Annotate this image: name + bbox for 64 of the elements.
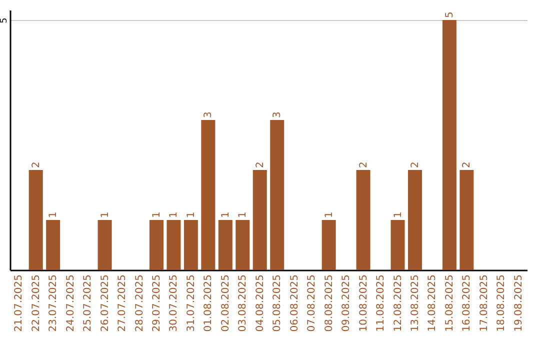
x-tick-label: 24.07.2025 bbox=[65, 274, 76, 332]
x-tick-label: 06.08.2025 bbox=[289, 274, 300, 332]
data-label: 2 bbox=[30, 162, 42, 168]
data-label: 2 bbox=[358, 162, 370, 168]
data-label: 1 bbox=[151, 212, 162, 218]
bar bbox=[356, 170, 370, 270]
x-tick-label: 30.07.2025 bbox=[168, 274, 180, 332]
x-tick-label: 08.08.2025 bbox=[324, 274, 335, 332]
x-tick-label: 26.07.2025 bbox=[100, 274, 111, 332]
bar bbox=[218, 220, 232, 270]
bar bbox=[460, 170, 474, 270]
data-label: 2 bbox=[254, 162, 266, 168]
data-label: 1 bbox=[392, 212, 404, 218]
x-tick-label: 03.08.2025 bbox=[238, 274, 249, 332]
x-tick-label: 25.07.2025 bbox=[82, 274, 94, 332]
bar bbox=[28, 170, 43, 270]
data-label: 3 bbox=[272, 112, 284, 118]
x-tick-label: 18.08.2025 bbox=[496, 274, 508, 332]
x-tick-label: 04.08.2025 bbox=[254, 274, 266, 332]
data-label: 2 bbox=[462, 162, 473, 168]
bar bbox=[270, 120, 284, 270]
bar bbox=[184, 220, 198, 270]
data-label: 1 bbox=[186, 212, 197, 218]
x-tick-label: 05.08.2025 bbox=[272, 274, 284, 332]
x-tick-label: 29.07.2025 bbox=[151, 274, 162, 332]
x-tick-label: 22.07.2025 bbox=[30, 274, 42, 332]
x-tick-label: 16.08.2025 bbox=[462, 274, 473, 332]
data-label: 1 bbox=[238, 212, 249, 218]
data-label: 3 bbox=[203, 112, 214, 118]
data-label: 2 bbox=[410, 162, 421, 168]
bar bbox=[390, 220, 405, 270]
x-tick-label: 13.08.2025 bbox=[410, 274, 421, 332]
data-label: 1 bbox=[48, 212, 60, 218]
x-tick-label: 23.07.2025 bbox=[48, 274, 60, 332]
bar bbox=[236, 220, 250, 270]
x-tick-label: 31.07.2025 bbox=[186, 274, 197, 332]
bar bbox=[166, 220, 181, 270]
bar bbox=[201, 120, 216, 270]
x-tick-label: 19.08.2025 bbox=[513, 274, 524, 332]
x-tick-label: 10.08.2025 bbox=[358, 274, 370, 332]
x-tick-label: 14.08.2025 bbox=[427, 274, 438, 332]
x-tick-label: 21.07.2025 bbox=[14, 274, 25, 332]
bar bbox=[98, 220, 112, 270]
x-tick-label: 28.07.2025 bbox=[134, 274, 146, 332]
data-label: 1 bbox=[100, 212, 111, 218]
x-tick-label: 09.08.2025 bbox=[341, 274, 352, 332]
x-tick-label: 01.08.2025 bbox=[203, 274, 214, 332]
bar bbox=[46, 220, 60, 270]
bar bbox=[252, 170, 267, 270]
x-tick-label: 07.08.2025 bbox=[306, 274, 318, 332]
bar bbox=[322, 220, 336, 270]
x-tick-label: 12.08.2025 bbox=[392, 274, 404, 332]
data-label: 1 bbox=[220, 212, 232, 218]
data-label: 1 bbox=[168, 212, 180, 218]
x-tick-label: 15.08.2025 bbox=[444, 274, 456, 332]
x-tick-label: 27.07.2025 bbox=[117, 274, 128, 332]
x-tick-label: 02.08.2025 bbox=[220, 274, 232, 332]
x-tick-label: 17.08.2025 bbox=[478, 274, 490, 332]
bar bbox=[149, 220, 164, 270]
data-label: 5 bbox=[444, 12, 456, 18]
x-tick-label: 11.08.2025 bbox=[376, 274, 387, 332]
data-label: 1 bbox=[324, 212, 335, 218]
bar bbox=[408, 170, 422, 270]
bar bbox=[442, 20, 456, 270]
